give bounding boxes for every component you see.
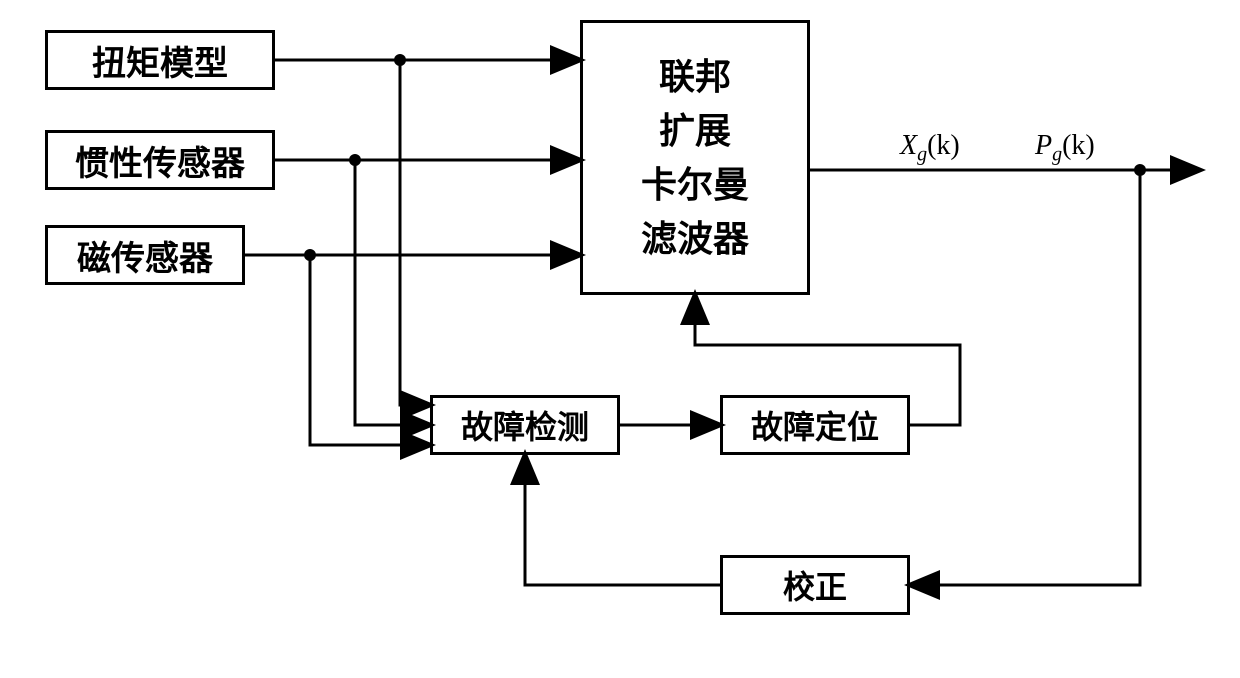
inertial-sensor-box: 惯性传感器 <box>45 130 275 190</box>
edge-correction-detect <box>525 455 720 585</box>
fekf-line-0: 联邦 <box>659 50 731 104</box>
torque-model-box: 扭矩模型 <box>45 30 275 90</box>
edge-inertial-fault <box>355 160 430 425</box>
output-xg: Xg(k) <box>900 130 960 167</box>
junction-magnetic <box>304 249 316 261</box>
correction-box: 校正 <box>720 555 910 615</box>
fekf-line-2: 卡尔曼 <box>641 158 749 212</box>
fault-locate-box: 故障定位 <box>720 395 910 455</box>
magnetic-sensor-label: 磁传感器 <box>77 231 213 280</box>
block-diagram: 扭矩模型 惯性传感器 磁传感器 联邦 扩展 卡尔曼 滤波器 故障检测 故障定位 … <box>0 0 1240 678</box>
fekf-box: 联邦 扩展 卡尔曼 滤波器 <box>580 20 810 295</box>
torque-model-label: 扭矩模型 <box>92 36 228 85</box>
pg-sub: g <box>1052 144 1062 166</box>
magnetic-sensor-box: 磁传感器 <box>45 225 245 285</box>
junction-output <box>1134 164 1146 176</box>
edge-output-correction <box>910 170 1140 585</box>
xg-var: X <box>900 130 917 161</box>
fekf-line-3: 滤波器 <box>641 212 749 266</box>
pg-var: P <box>1035 130 1052 161</box>
fault-detect-box: 故障检测 <box>430 395 620 455</box>
xg-sub: g <box>917 144 927 166</box>
junction-torque <box>394 54 406 66</box>
fault-detect-label: 故障检测 <box>461 402 589 448</box>
fault-locate-label: 故障定位 <box>751 402 879 448</box>
fekf-line-1: 扩展 <box>659 104 731 158</box>
correction-label: 校正 <box>783 562 847 608</box>
pg-arg: (k) <box>1062 130 1095 161</box>
edge-magnetic-fault <box>310 255 430 445</box>
inertial-sensor-label: 惯性传感器 <box>75 136 245 185</box>
output-pg: Pg(k) <box>1035 130 1095 167</box>
xg-arg: (k) <box>927 130 960 161</box>
edge-torque-fault <box>400 60 430 405</box>
junction-inertial <box>349 154 361 166</box>
